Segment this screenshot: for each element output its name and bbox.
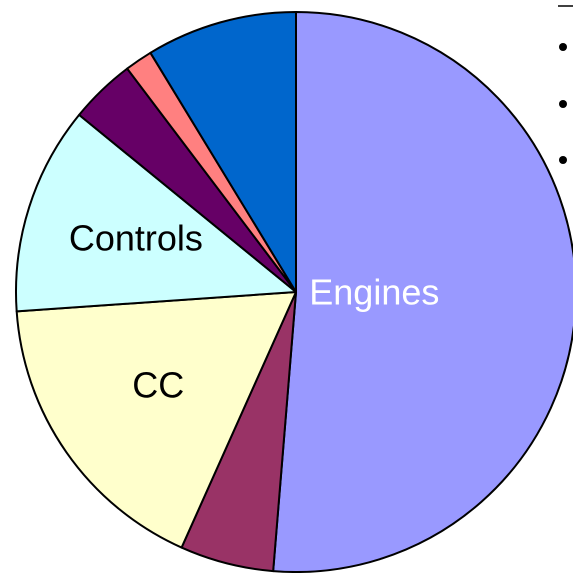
pie-slice [15, 113, 297, 313]
pie-slice [149, 11, 297, 293]
slice-label: CC [132, 365, 184, 406]
slice-label: Engines [309, 272, 439, 313]
bullet [559, 43, 567, 51]
pie-slice [15, 291, 297, 549]
pie-slice [272, 11, 573, 573]
slice-label: Controls [69, 218, 203, 259]
bullet [559, 100, 567, 108]
bullet [559, 156, 567, 164]
slide-fragment [558, 5, 573, 164]
